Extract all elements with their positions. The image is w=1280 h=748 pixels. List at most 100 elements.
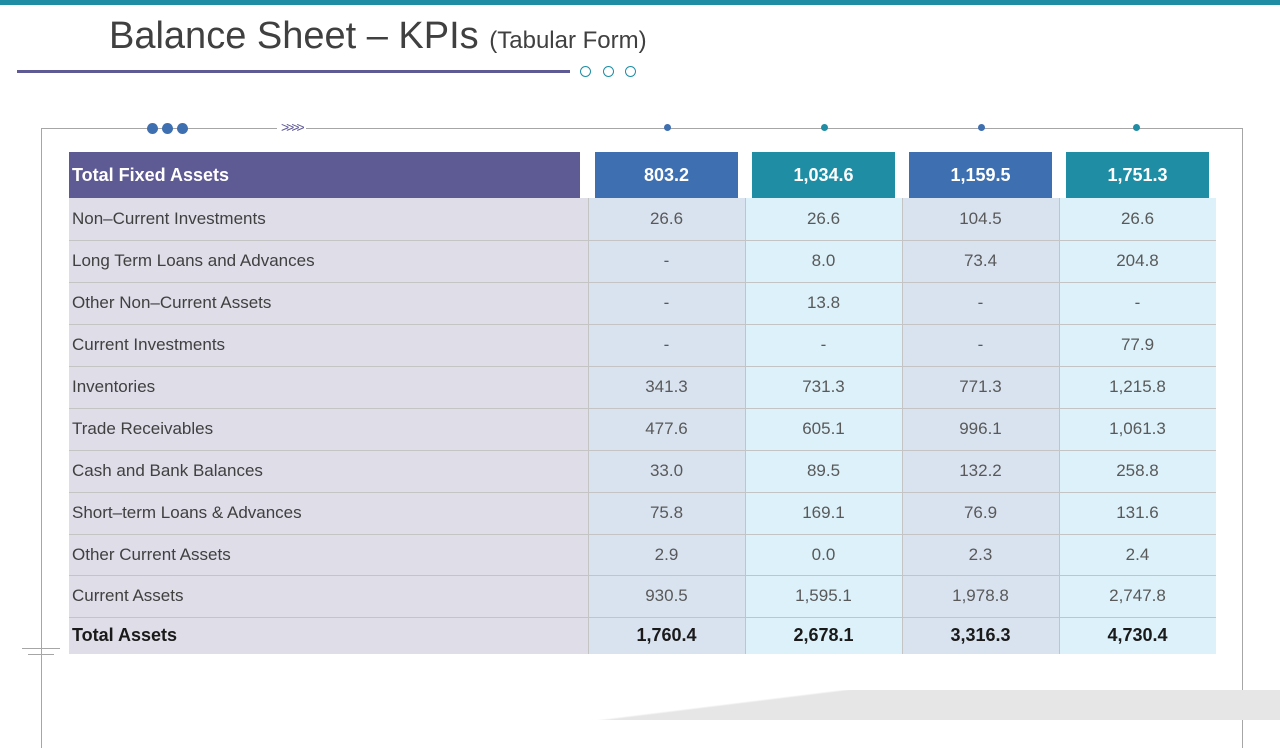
- row-value: 13.8: [806, 293, 841, 312]
- header-value-3: 1,159.5: [909, 152, 1052, 198]
- decor-line: [28, 654, 54, 655]
- row-value: 771.3: [959, 377, 1002, 396]
- decor-ring-icon: [580, 66, 591, 77]
- data-column-bg-3: [902, 198, 1059, 654]
- frame-dot-icon: [177, 123, 188, 134]
- row-label: Trade Receivables: [72, 419, 214, 438]
- top-accent-bar: [0, 0, 1280, 5]
- row-value: -: [977, 335, 984, 354]
- row-label: Current Investments: [72, 335, 226, 354]
- header-value-2: 1,034.6: [752, 152, 895, 198]
- page-title: Balance Sheet – KPIs (Tabular Form): [109, 12, 647, 65]
- row-value: 605.1: [802, 419, 845, 438]
- total-label: Total Assets: [72, 625, 178, 645]
- column-marker-icon: [821, 124, 828, 131]
- row-label: Non–Current Investments: [72, 209, 266, 228]
- bottom-band: [0, 690, 1280, 720]
- row-value: -: [663, 335, 670, 354]
- row-value: 731.3: [802, 377, 845, 396]
- row-value: 26.6: [806, 209, 841, 228]
- row-value: 930.5: [645, 586, 688, 605]
- row-value: 131.6: [1116, 503, 1159, 522]
- row-value: 204.8: [1116, 251, 1159, 270]
- title-underline: [17, 70, 570, 73]
- row-value: 1,061.3: [1109, 419, 1166, 438]
- row-value: 26.6: [1120, 209, 1155, 228]
- row-value: -: [820, 335, 827, 354]
- decor-line: [22, 648, 60, 649]
- row-value: 2.9: [654, 545, 679, 564]
- row-value: 132.2: [959, 461, 1002, 480]
- total-value: 1,760.4: [636, 625, 697, 645]
- table-row: Short–term Loans & Advances 75.8 169.1 7…: [69, 492, 1216, 534]
- row-value: 258.8: [1116, 461, 1159, 480]
- data-column-bg-1: [588, 198, 745, 654]
- row-value: -: [1134, 293, 1141, 312]
- row-label: Long Term Loans and Advances: [72, 251, 315, 270]
- row-divider: [69, 366, 1216, 367]
- row-value: 0.0: [811, 545, 836, 564]
- total-value: 2,678.1: [793, 625, 854, 645]
- row-value: 1,595.1: [795, 586, 852, 605]
- row-value: 1,978.8: [952, 586, 1009, 605]
- row-value: 77.9: [1120, 335, 1155, 354]
- column-marker-icon: [1133, 124, 1140, 131]
- column-divider: [588, 198, 589, 654]
- row-divider: [69, 324, 1216, 325]
- table-row: Inventories 341.3 731.3 771.3 1,215.8: [69, 366, 1216, 408]
- page-title-main: Balance Sheet – KPIs: [109, 15, 479, 57]
- row-divider: [69, 282, 1216, 283]
- header-value-1: 803.2: [595, 152, 738, 198]
- row-value: 33.0: [649, 461, 684, 480]
- row-divider: [69, 617, 1216, 618]
- row-value: 169.1: [802, 503, 845, 522]
- decor-ring-icon: [603, 66, 614, 77]
- table-frame: [41, 128, 1243, 748]
- row-value: 477.6: [645, 419, 688, 438]
- row-label: Short–term Loans & Advances: [72, 503, 302, 522]
- column-marker-icon: [978, 124, 985, 131]
- chevrons-icon: >>>>: [277, 118, 306, 136]
- row-value: 1,215.8: [1109, 377, 1166, 396]
- row-value: 8.0: [811, 251, 836, 270]
- frame-dot-icon: [162, 123, 173, 134]
- label-column-bg: [69, 198, 588, 654]
- table-row: Other Non–Current Assets - 13.8 - -: [69, 282, 1216, 324]
- row-value: 26.6: [649, 209, 684, 228]
- row-value: 73.4: [963, 251, 998, 270]
- row-divider: [69, 240, 1216, 241]
- page-title-sub: (Tabular Form): [489, 27, 647, 54]
- row-divider: [69, 492, 1216, 493]
- row-value: 76.9: [963, 503, 998, 522]
- row-label: Inventories: [72, 377, 156, 396]
- total-row: Total Assets 1,760.4 2,678.1 3,316.3 4,7…: [69, 617, 1216, 654]
- row-label: Cash and Bank Balances: [72, 461, 263, 480]
- column-marker-icon: [664, 124, 671, 131]
- column-divider: [745, 198, 746, 654]
- row-value: 2.3: [968, 545, 993, 564]
- table-row: Current Assets 930.5 1,595.1 1,978.8 2,7…: [69, 575, 1216, 617]
- header-label: Total Fixed Assets: [69, 152, 580, 198]
- row-value: 89.5: [806, 461, 841, 480]
- table-row: Cash and Bank Balances 33.0 89.5 132.2 2…: [69, 450, 1216, 492]
- row-value: 341.3: [645, 377, 688, 396]
- table-row: Other Current Assets 2.9 0.0 2.3 2.4: [69, 534, 1216, 576]
- row-label: Other Non–Current Assets: [72, 293, 272, 312]
- row-label: Other Current Assets: [72, 545, 231, 564]
- row-divider: [69, 408, 1216, 409]
- row-value: 75.8: [649, 503, 684, 522]
- table-row: Long Term Loans and Advances - 8.0 73.4 …: [69, 240, 1216, 282]
- header-value-4: 1,751.3: [1066, 152, 1209, 198]
- row-divider: [69, 450, 1216, 451]
- table-row: Current Investments - - - 77.9: [69, 324, 1216, 366]
- row-value: 2,747.8: [1109, 586, 1166, 605]
- data-column-bg-2: [745, 198, 902, 654]
- row-value: -: [977, 293, 984, 312]
- row-label: Current Assets: [72, 586, 184, 605]
- row-divider: [69, 534, 1216, 535]
- column-divider: [1059, 198, 1060, 654]
- total-value: 3,316.3: [950, 625, 1011, 645]
- decor-ring-icon: [625, 66, 636, 77]
- total-value: 4,730.4: [1107, 625, 1168, 645]
- table-row: Non–Current Investments 26.6 26.6 104.5 …: [69, 198, 1216, 240]
